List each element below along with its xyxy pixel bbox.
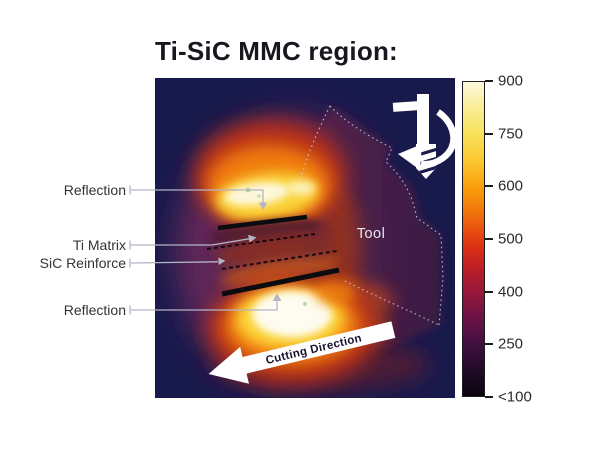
colorbar-tick — [485, 185, 493, 188]
solid-marker-line-lower — [221, 267, 340, 297]
colorbar-tick-label: 900 — [498, 72, 524, 90]
colorbar-tick-label: 400 — [498, 283, 524, 301]
colorbar-tick — [485, 80, 493, 82]
colorbar-tick-label: 600 — [498, 177, 524, 195]
label-reflection-bottom: Reflection — [63, 302, 126, 318]
colorbar-gradient — [462, 81, 485, 397]
figure-title: Ti-SiC MMC region: — [155, 36, 398, 66]
colorbar-tick-label: <100 — [498, 388, 532, 405]
thermal-heatmap-svg: Tool Cutting Direction — [155, 78, 455, 398]
colorbar-tick — [485, 343, 493, 346]
solid-marker-line-upper — [217, 214, 308, 231]
colorbar-tick — [485, 132, 493, 135]
tool-label: Tool — [357, 226, 386, 242]
label-ti-matrix: Ti Matrix — [72, 237, 126, 253]
colorbar-tick-label: 500 — [498, 230, 524, 248]
upper-hot-zone — [194, 120, 346, 232]
colorbar-tick-label: 750 — [498, 125, 524, 143]
colorbar-tick-label: 250 — [498, 335, 524, 353]
label-sic-reinforce: SiC Reinforce — [39, 255, 126, 271]
colorbar-tick — [485, 238, 493, 240]
colorbar-tick — [485, 290, 493, 293]
drill-rotation-icon — [392, 94, 455, 179]
matrix-bands — [209, 218, 339, 286]
label-reflection-top: Reflection — [63, 182, 126, 198]
colorbar-tick — [485, 395, 493, 398]
tool-outline-dotted — [300, 105, 444, 326]
dashed-marker-line-lower — [221, 250, 338, 270]
thermal-heatmap: Tool Cutting Direction — [155, 78, 455, 398]
